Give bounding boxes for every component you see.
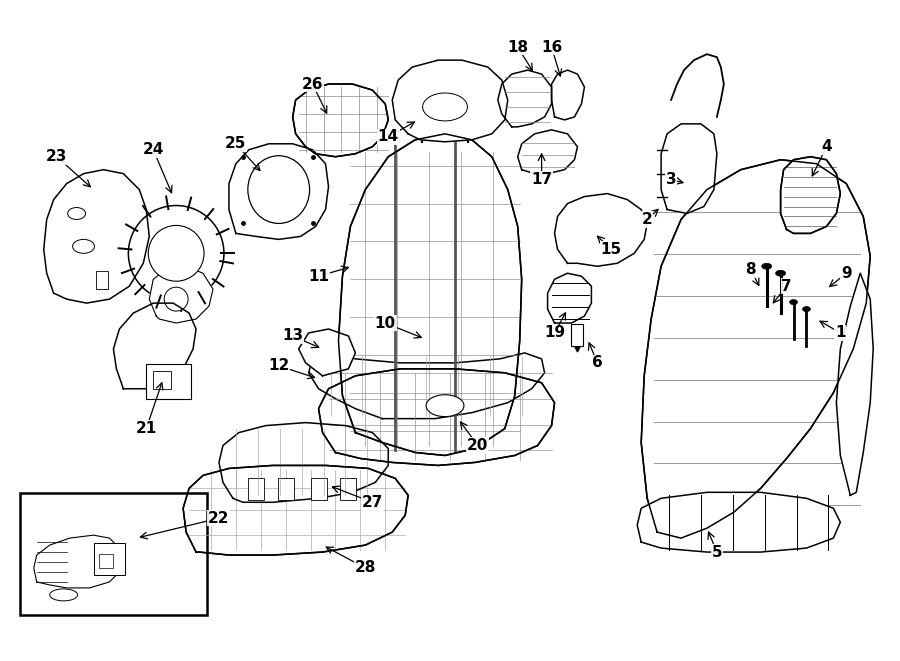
Text: 28: 28 [355, 561, 376, 576]
Polygon shape [219, 422, 388, 502]
Text: 5: 5 [712, 545, 722, 560]
Text: 21: 21 [136, 421, 157, 436]
Polygon shape [292, 84, 388, 157]
Ellipse shape [761, 263, 771, 269]
Circle shape [164, 287, 188, 311]
Ellipse shape [426, 395, 464, 416]
Text: 18: 18 [508, 40, 528, 55]
Polygon shape [229, 144, 328, 239]
Polygon shape [554, 194, 647, 266]
Ellipse shape [248, 156, 310, 223]
Circle shape [129, 206, 224, 301]
Text: 22: 22 [208, 511, 230, 525]
Polygon shape [641, 160, 870, 538]
Bar [96, 271, 108, 289]
Text: 1: 1 [835, 325, 846, 340]
Bar [20, 493, 207, 615]
Polygon shape [637, 492, 841, 552]
Polygon shape [44, 170, 149, 303]
Polygon shape [113, 303, 196, 389]
Text: 20: 20 [467, 438, 489, 453]
Text: 3: 3 [666, 172, 677, 187]
Polygon shape [498, 70, 552, 127]
Text: 11: 11 [308, 269, 329, 284]
Text: 10: 10 [374, 315, 396, 330]
Text: 2: 2 [642, 212, 652, 227]
Text: 9: 9 [841, 266, 851, 281]
Text: 6: 6 [592, 356, 603, 370]
Polygon shape [547, 273, 591, 323]
Polygon shape [518, 130, 578, 174]
Polygon shape [552, 70, 584, 120]
Text: 14: 14 [378, 130, 399, 144]
Ellipse shape [73, 239, 94, 253]
Bar [310, 479, 327, 500]
Text: 15: 15 [601, 242, 622, 257]
Polygon shape [662, 124, 717, 214]
Polygon shape [149, 266, 213, 323]
Bar [94, 543, 125, 575]
Ellipse shape [68, 208, 86, 219]
Polygon shape [319, 369, 554, 465]
Text: 12: 12 [268, 358, 289, 373]
Ellipse shape [803, 307, 811, 311]
Polygon shape [183, 465, 409, 555]
Text: 27: 27 [362, 495, 383, 510]
Polygon shape [338, 134, 522, 455]
Polygon shape [299, 329, 356, 376]
Polygon shape [309, 353, 544, 418]
Ellipse shape [789, 299, 797, 305]
Bar [147, 364, 191, 399]
Text: 4: 4 [821, 139, 832, 154]
Text: 24: 24 [142, 142, 164, 157]
Text: 17: 17 [531, 172, 553, 187]
Polygon shape [34, 535, 123, 588]
Text: 26: 26 [302, 77, 323, 91]
Text: 23: 23 [46, 149, 68, 164]
Bar [248, 479, 264, 500]
Text: 8: 8 [745, 262, 756, 277]
Bar [153, 371, 171, 389]
Text: 19: 19 [544, 325, 565, 340]
Bar [278, 479, 293, 500]
Text: 13: 13 [282, 329, 303, 344]
Polygon shape [780, 157, 841, 233]
Bar [100, 554, 113, 568]
Bar [340, 479, 356, 500]
Polygon shape [392, 60, 508, 142]
Circle shape [148, 225, 204, 281]
Ellipse shape [50, 589, 77, 601]
Polygon shape [836, 273, 873, 495]
Text: 25: 25 [225, 136, 247, 151]
Ellipse shape [776, 270, 786, 276]
Text: 7: 7 [781, 279, 792, 293]
Bar [572, 324, 583, 346]
Text: 16: 16 [541, 40, 562, 55]
